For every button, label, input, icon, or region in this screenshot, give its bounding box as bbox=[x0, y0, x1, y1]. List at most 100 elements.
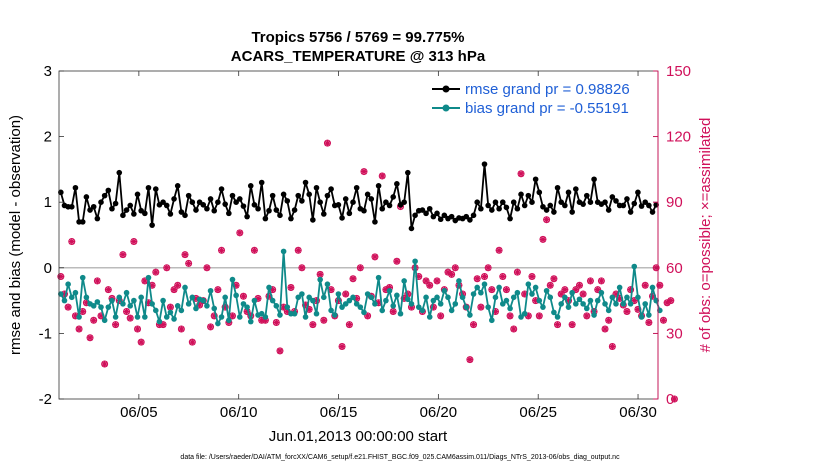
rmse-point bbox=[492, 199, 499, 205]
possible-marker bbox=[119, 251, 127, 259]
x-tick-label: 06/05 bbox=[120, 404, 158, 421]
rmse-point bbox=[193, 207, 199, 213]
possible-marker bbox=[495, 246, 503, 254]
legend-rmse-marker bbox=[442, 85, 450, 93]
bias-point bbox=[90, 303, 97, 309]
bias-point bbox=[98, 304, 104, 310]
possible-marker bbox=[484, 264, 492, 272]
possible-marker bbox=[323, 139, 331, 147]
y2-tick-label: 120 bbox=[666, 129, 691, 146]
bias-point bbox=[266, 284, 272, 291]
assimilated-marker-stroke bbox=[423, 277, 430, 284]
assimilated-marker bbox=[667, 297, 675, 304]
assimilated-marker bbox=[546, 281, 554, 289]
assimilated-marker bbox=[86, 334, 94, 342]
bias-point bbox=[269, 297, 276, 304]
bias-point bbox=[430, 297, 437, 304]
bias-point bbox=[145, 274, 152, 281]
rmse-point bbox=[142, 210, 148, 217]
possible-marker bbox=[473, 275, 481, 283]
assimilated-marker bbox=[324, 139, 331, 147]
bias-point bbox=[569, 289, 575, 296]
assimilated-marker bbox=[79, 308, 87, 315]
bias-point bbox=[598, 289, 605, 296]
rmse-point bbox=[277, 212, 283, 219]
assimilated-marker bbox=[378, 172, 386, 180]
rmse-point bbox=[174, 183, 181, 189]
y-tick-label: 0 bbox=[44, 260, 52, 277]
assimilated-marker-stroke bbox=[390, 308, 397, 315]
possible-marker bbox=[174, 281, 182, 289]
rmse-point bbox=[437, 216, 444, 223]
bias-point bbox=[405, 296, 411, 303]
bias-point bbox=[463, 304, 470, 310]
bias-point bbox=[397, 310, 404, 317]
bias-point bbox=[459, 294, 466, 301]
assimilated-marker bbox=[503, 286, 510, 293]
rmse-point bbox=[631, 200, 638, 207]
rmse-point bbox=[116, 169, 123, 176]
assimilated-marker-stroke bbox=[346, 321, 353, 328]
assimilated-marker-stroke bbox=[503, 286, 510, 293]
rmse-point bbox=[394, 181, 400, 187]
rmse-point bbox=[101, 192, 108, 199]
possible-marker bbox=[645, 318, 653, 326]
possible-marker bbox=[583, 312, 591, 320]
possible-marker bbox=[393, 257, 401, 265]
assimilated-marker-stroke bbox=[160, 321, 167, 328]
y2-tick-label: 30 bbox=[666, 325, 683, 342]
assimilated-marker-stroke bbox=[94, 277, 101, 284]
legend-box bbox=[427, 77, 652, 119]
assimilated-marker-stroke bbox=[112, 321, 119, 328]
bias-point bbox=[467, 312, 473, 318]
bias-point bbox=[492, 294, 499, 301]
bias-point bbox=[583, 305, 590, 312]
y-axis-label: rmse and bias (model - observation) bbox=[7, 115, 24, 355]
assimilated-marker bbox=[338, 343, 346, 350]
bias-point bbox=[386, 287, 393, 294]
assimilated-marker-stroke bbox=[609, 343, 616, 350]
assimilated-marker bbox=[645, 319, 653, 326]
assimilated-marker-stroke bbox=[167, 304, 174, 311]
x-tick-label: 06/20 bbox=[420, 404, 458, 421]
rmse-point bbox=[514, 205, 521, 212]
assimilated-marker-stroke bbox=[185, 260, 192, 267]
assimilated-marker bbox=[437, 312, 444, 320]
possible-marker bbox=[137, 338, 145, 346]
rmse-point bbox=[185, 192, 192, 199]
possible-marker bbox=[422, 277, 430, 285]
rmse-point bbox=[405, 169, 411, 176]
bias-point bbox=[174, 303, 181, 309]
chart-title: Tropics 5756 / 5769 = 99.775% bbox=[251, 29, 464, 46]
bias-point bbox=[375, 274, 382, 281]
assimilated-marker-stroke bbox=[138, 339, 145, 346]
bias-point bbox=[394, 292, 400, 299]
possible-marker bbox=[568, 321, 576, 329]
bias-point bbox=[649, 284, 656, 291]
assimilated-marker-stroke bbox=[393, 258, 400, 265]
assimilated-marker bbox=[276, 347, 284, 355]
assimilated-marker-stroke bbox=[119, 251, 126, 258]
bias-points bbox=[58, 248, 663, 327]
rmse-point bbox=[434, 210, 440, 217]
bias-point bbox=[415, 304, 422, 310]
rmse-points bbox=[58, 161, 659, 232]
bias-point bbox=[134, 314, 141, 320]
assimilated-marker bbox=[514, 268, 521, 276]
rmse-point bbox=[58, 189, 64, 196]
bias-point bbox=[189, 294, 196, 301]
assimilated-marker bbox=[488, 286, 496, 293]
assimilated-marker bbox=[576, 281, 583, 289]
assimilated-marker bbox=[495, 247, 503, 254]
assimilated-marker bbox=[671, 395, 678, 403]
rmse-point bbox=[160, 199, 166, 205]
assimilated-marker bbox=[364, 312, 371, 320]
rmse-point bbox=[638, 203, 645, 209]
assimilated-marker-stroke bbox=[361, 168, 367, 175]
bias-point bbox=[79, 274, 86, 281]
assimilated-marker bbox=[167, 303, 174, 311]
y-axis-ticks: 3 2 1 0 -1 -2 bbox=[39, 63, 658, 408]
assimilated-marker bbox=[568, 321, 576, 328]
assimilated-marker bbox=[137, 338, 145, 346]
rmse-point bbox=[510, 199, 517, 205]
